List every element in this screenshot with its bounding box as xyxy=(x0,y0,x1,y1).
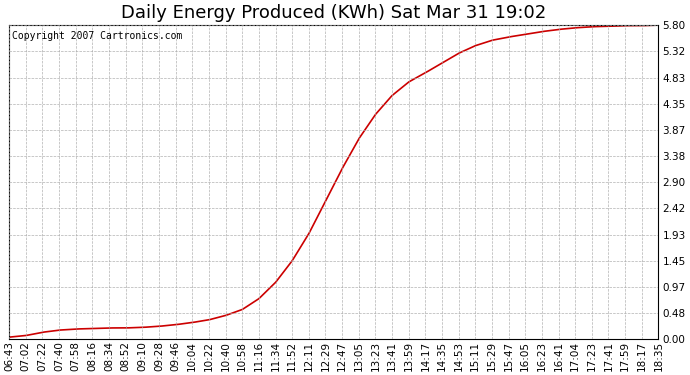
Text: Copyright 2007 Cartronics.com: Copyright 2007 Cartronics.com xyxy=(12,32,183,41)
Title: Daily Energy Produced (KWh) Sat Mar 31 19:02: Daily Energy Produced (KWh) Sat Mar 31 1… xyxy=(121,4,546,22)
